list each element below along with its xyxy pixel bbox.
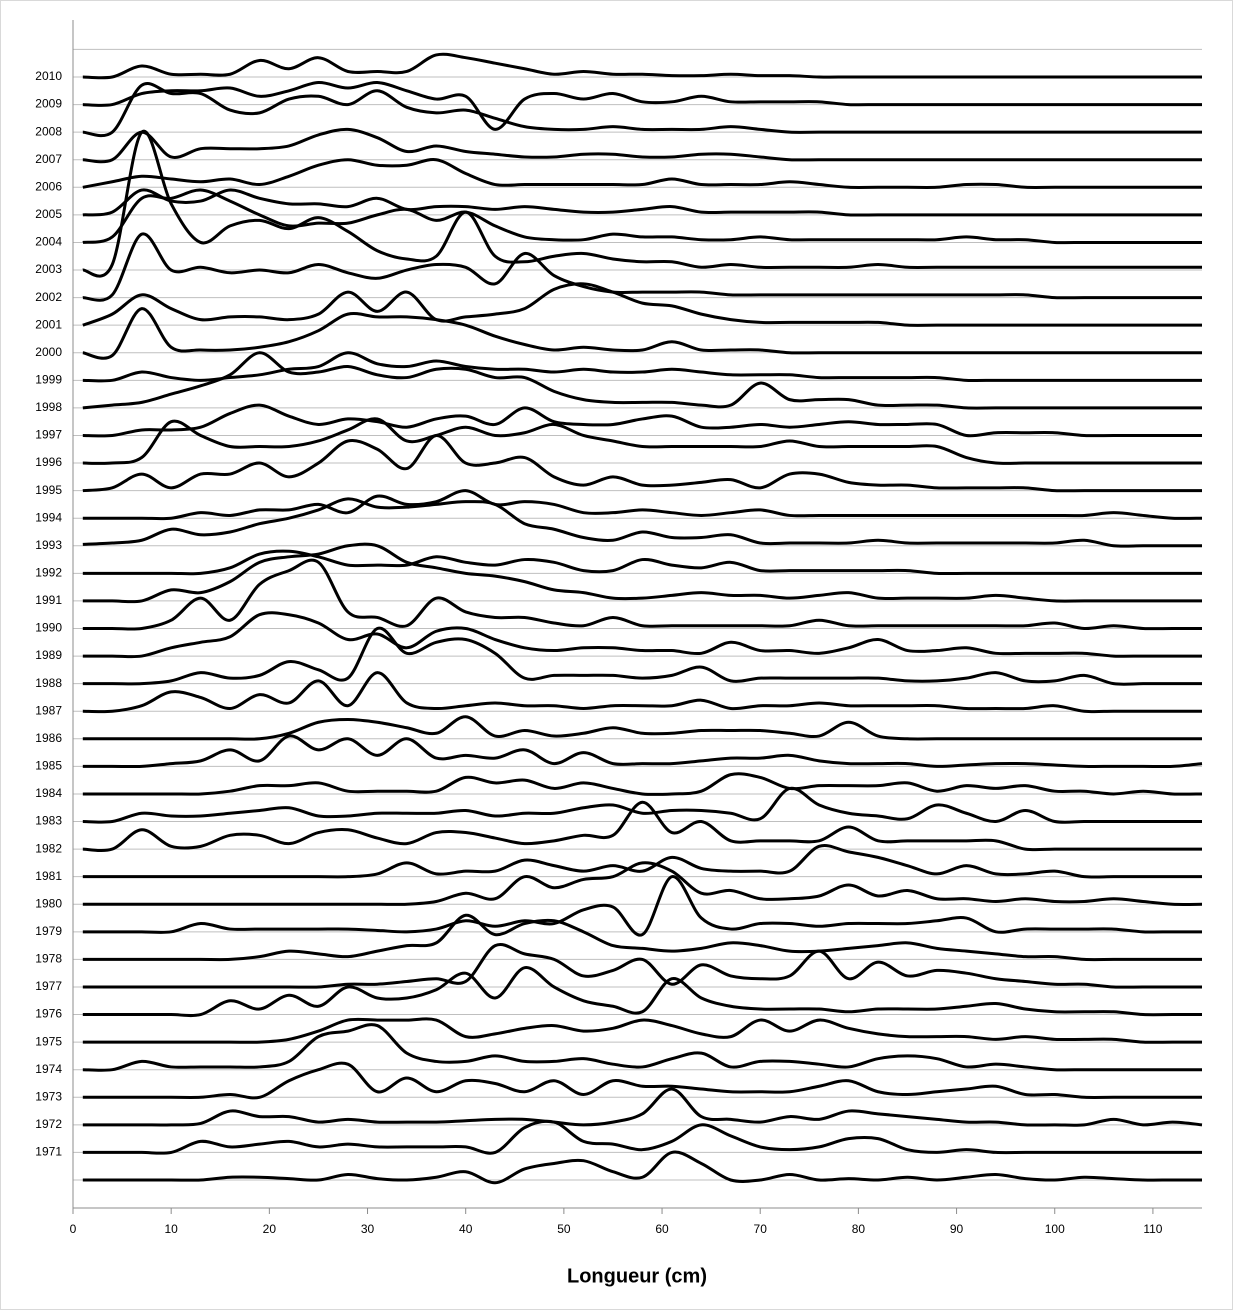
ridgeline	[82, 1023, 1202, 1072]
ridgeline	[82, 558, 1202, 631]
y-tick-label: 2010	[35, 69, 62, 83]
y-tick-label: 1994	[35, 510, 62, 524]
y-tick-label: 1983	[35, 814, 62, 828]
y-tick-label: 1979	[35, 924, 62, 938]
ridgeline	[82, 52, 1202, 80]
x-tick-label: 50	[557, 1222, 571, 1236]
x-axis-title: Longueur (cm)	[567, 1265, 707, 1287]
ridgeline	[82, 542, 1202, 604]
ridgeline	[82, 734, 1203, 769]
ridgeline	[82, 913, 1202, 962]
ridgeline	[82, 282, 1202, 327]
y-tick-label: 1990	[35, 621, 62, 635]
x-tick-label: 90	[950, 1222, 964, 1236]
ridgeline	[82, 1017, 1202, 1044]
ridgeline	[82, 433, 1202, 493]
ridgelines	[82, 52, 1203, 1185]
x-tick-label: 0	[70, 1222, 77, 1236]
y-tick-label: 1971	[35, 1145, 62, 1159]
ridgeline	[82, 188, 1202, 217]
ridgeline	[82, 800, 1202, 853]
y-tick-label: 2000	[35, 345, 62, 359]
x-tick-label: 20	[263, 1222, 277, 1236]
y-tick-label: 1987	[35, 703, 62, 717]
y-tick-label: 2009	[35, 97, 62, 111]
y-tick-label: 1992	[35, 566, 62, 580]
ridgeline	[82, 626, 1202, 686]
x-tick-label: 10	[164, 1222, 178, 1236]
ridgeline	[82, 232, 1202, 302]
y-tick-label: 1999	[35, 372, 62, 386]
ridgeline	[82, 127, 1202, 164]
ridgeline	[82, 158, 1202, 190]
ridgeline	[82, 403, 1202, 438]
y-tick-label: 1972	[35, 1117, 62, 1131]
y-tick-label: 2007	[35, 152, 62, 166]
y-tick-label: 1986	[35, 731, 62, 745]
ridgeline	[82, 497, 1202, 548]
ridgeline	[82, 1150, 1202, 1185]
ridgeline	[82, 1061, 1202, 1100]
ridgeline	[82, 1119, 1202, 1155]
x-tick-label: 110	[1143, 1222, 1162, 1236]
y-tick-label: 1974	[35, 1062, 62, 1076]
ridgeline	[82, 188, 1202, 245]
ridgeline	[82, 772, 1203, 796]
y-tick-label: 1976	[35, 1007, 62, 1021]
y-tick-label: 1989	[35, 648, 62, 662]
axes: 0 10 20 30 40 50 60 70 80 90 100 110 1971 1972 1973 197…	[35, 20, 1202, 1236]
y-tick-label: 1980	[35, 896, 62, 910]
ridgeline	[82, 966, 1202, 1018]
ridgeline	[82, 861, 1203, 906]
y-tick-label: 2002	[35, 290, 62, 304]
ridgeline	[82, 417, 1202, 465]
ridgeline	[82, 549, 1202, 576]
y-tick-label: 2003	[35, 262, 62, 276]
y-tick-label: 1996	[35, 455, 62, 469]
ridgeline	[82, 1087, 1203, 1127]
y-tick-label: 1984	[35, 786, 62, 800]
y-tick-label: 1975	[35, 1034, 62, 1048]
ridgeline	[82, 307, 1202, 360]
y-tick-label: 1982	[35, 841, 62, 855]
x-tick-label: 80	[852, 1222, 866, 1236]
x-tick-label: 60	[655, 1222, 669, 1236]
y-tick-label: 1995	[35, 483, 62, 497]
ridgeline	[82, 351, 1202, 410]
x-tick-label: 70	[754, 1222, 768, 1236]
y-tick-label: 1985	[35, 759, 62, 773]
ridgeline	[82, 82, 1202, 138]
ridgeline	[82, 875, 1202, 937]
y-tick-label: 1991	[35, 593, 62, 607]
y-tick-label: 1981	[35, 869, 62, 883]
ridgeline	[82, 611, 1202, 659]
ridgeline	[82, 715, 1202, 741]
y-tick-label: 2008	[35, 124, 62, 138]
y-tick-label: 1988	[35, 676, 62, 690]
ridgeline	[82, 81, 1202, 131]
y-tick-label: 2005	[35, 207, 62, 221]
x-tick-label: 30	[361, 1222, 375, 1236]
y-tick-label: 1998	[35, 400, 62, 414]
y-tick-label: 1978	[35, 952, 62, 966]
x-tick-label: 40	[459, 1222, 473, 1236]
ridgeline	[82, 844, 1202, 879]
x-tick-label: 100	[1045, 1222, 1065, 1236]
ridgeline	[82, 943, 1202, 989]
y-tick-label: 1997	[35, 428, 62, 442]
ridgeline	[82, 351, 1202, 383]
ridgeline	[82, 489, 1203, 521]
ridgeline	[82, 786, 1202, 824]
y-tick-label: 1993	[35, 538, 62, 552]
y-tick-label: 2006	[35, 179, 62, 193]
y-tick-label: 2004	[35, 235, 62, 249]
y-tick-label: 1977	[35, 979, 62, 993]
y-tick-label: 2001	[35, 317, 62, 331]
ridgeline	[82, 129, 1202, 278]
y-tick-label: 1973	[35, 1089, 62, 1103]
ridgeline	[82, 671, 1202, 714]
